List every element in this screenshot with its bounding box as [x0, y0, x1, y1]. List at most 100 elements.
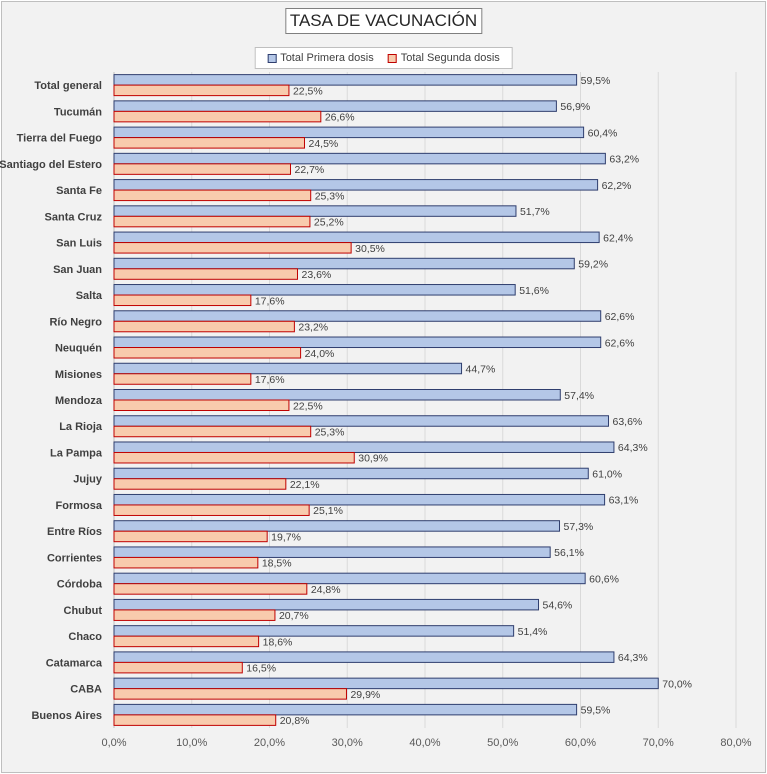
bar-primera-dosis: [113, 362, 463, 375]
bar-primera-dosis: [113, 703, 578, 716]
data-label-primera: 61,0%: [592, 468, 622, 480]
data-label-segunda: 22,7%: [294, 164, 324, 176]
legend-swatch-primera: [267, 53, 277, 63]
category-label: San Juan: [53, 264, 102, 276]
legend-swatch-segunda: [387, 53, 397, 63]
bar-primera-dosis: [113, 205, 517, 217]
data-label-primera: 56,9%: [560, 101, 590, 113]
category-label: Total general: [34, 80, 102, 92]
data-label-primera: 63,1%: [609, 495, 639, 507]
data-label-segunda: 22,1%: [290, 479, 320, 491]
data-label-segunda: 17,6%: [255, 374, 285, 386]
data-label-primera: 51,4%: [518, 626, 548, 638]
data-label-segunda: 25,3%: [315, 190, 345, 202]
bar-primera-dosis: [113, 546, 551, 558]
data-label-segunda: 22,5%: [293, 85, 323, 97]
category-label: Santa Fe: [56, 185, 102, 197]
data-label-primera: 60,6%: [589, 573, 619, 585]
bar-segunda-dosis: [113, 661, 243, 674]
bar-primera-dosis: [113, 415, 609, 427]
bar-segunda-dosis: [113, 137, 305, 149]
bar-primera-dosis: [113, 441, 615, 453]
category-label: Río Negro: [49, 316, 102, 328]
category-label: Entre Ríos: [47, 526, 102, 538]
category-label: Chaco: [68, 631, 102, 643]
data-label-primera: 62,2%: [602, 180, 632, 192]
bar-segunda-dosis: [113, 583, 308, 595]
category-label: Córdoba: [57, 579, 103, 591]
bar-segunda-dosis: [113, 347, 302, 359]
category-label: Mendoza: [55, 395, 103, 407]
bar-primera-dosis: [113, 310, 602, 322]
data-label-segunda: 23,6%: [301, 269, 331, 281]
bar-segunda-dosis: [113, 294, 252, 307]
legend-item-segunda: Total Segunda dosis: [387, 52, 500, 64]
category-label: Chubut: [64, 605, 103, 617]
category-label: Corrientes: [47, 552, 102, 564]
bar-primera-dosis: [113, 625, 515, 637]
bar-segunda-dosis: [113, 320, 295, 333]
x-tick-label: 0,0%: [101, 737, 126, 749]
bar-segunda-dosis: [113, 530, 268, 543]
data-label-segunda: 30,5%: [355, 243, 385, 255]
bar-primera-dosis: [113, 257, 575, 270]
bar-segunda-dosis: [113, 504, 310, 516]
data-label-primera: 57,4%: [564, 390, 594, 402]
data-label-primera: 70,0%: [662, 678, 692, 690]
data-label-primera: 62,4%: [603, 232, 633, 244]
data-label-segunda: 20,8%: [280, 715, 310, 727]
bar-primera-dosis: [113, 677, 659, 690]
data-label-segunda: 25,2%: [314, 217, 344, 229]
bar-segunda-dosis: [113, 478, 287, 490]
category-label: Catamarca: [46, 657, 103, 669]
category-label: Neuquén: [55, 343, 102, 355]
data-label-segunda: 25,1%: [313, 505, 343, 517]
bar-primera-dosis: [113, 231, 600, 244]
bar-segunda-dosis: [113, 268, 298, 280]
bar-segunda-dosis: [113, 84, 290, 97]
bar-segunda-dosis: [113, 373, 252, 385]
bar-segunda-dosis: [113, 110, 322, 123]
x-tick-label: 30,0%: [332, 737, 363, 749]
bar-segunda-dosis: [113, 163, 291, 175]
data-label-segunda: 18,6%: [263, 636, 293, 648]
data-label-segunda: 22,5%: [293, 400, 323, 412]
data-label-segunda: 24,5%: [308, 138, 338, 150]
data-label-primera: 59,2%: [578, 259, 608, 271]
data-label-segunda: 24,8%: [311, 584, 341, 596]
bar-segunda-dosis: [113, 451, 355, 464]
data-label-segunda: 25,3%: [315, 426, 345, 438]
data-label-segunda: 19,7%: [271, 531, 301, 543]
data-label-segunda: 30,9%: [358, 453, 388, 465]
data-label-primera: 54,6%: [543, 600, 573, 612]
data-label-segunda: 24,0%: [305, 348, 335, 360]
bar-segunda-dosis: [113, 714, 277, 726]
legend-label-segunda: Total Segunda dosis: [400, 52, 500, 64]
category-label: Jujuy: [73, 474, 103, 486]
bar-segunda-dosis: [113, 242, 352, 254]
chart-legend: Total Primera dosis Total Segunda dosis: [254, 47, 513, 69]
x-tick-label: 40,0%: [409, 737, 440, 749]
data-label-primera: 62,6%: [605, 311, 635, 323]
x-tick-label: 50,0%: [487, 737, 518, 749]
category-label: Tierra del Fuego: [17, 133, 103, 145]
category-label: Misiones: [55, 369, 102, 381]
data-label-segunda: 26,6%: [325, 112, 355, 124]
bar-primera-dosis: [113, 284, 516, 296]
category-label: Formosa: [56, 500, 103, 512]
bar-segunda-dosis: [113, 556, 259, 569]
data-label-primera: 51,6%: [519, 285, 549, 297]
data-label-primera: 64,3%: [618, 442, 648, 454]
chart-title: TASA DE VACUNACIÓN: [284, 8, 483, 34]
data-label-primera: 59,5%: [581, 75, 611, 87]
bar-primera-dosis: [113, 467, 589, 480]
category-label: Salta: [76, 290, 103, 302]
data-label-primera: 51,7%: [520, 206, 550, 218]
bar-segunda-dosis: [113, 215, 311, 228]
x-tick-label: 60,0%: [565, 737, 596, 749]
data-label-primera: 60,4%: [588, 127, 618, 139]
bar-segunda-dosis: [113, 399, 290, 411]
bar-segunda-dosis: [113, 635, 260, 648]
x-tick-label: 80,0%: [720, 737, 751, 749]
